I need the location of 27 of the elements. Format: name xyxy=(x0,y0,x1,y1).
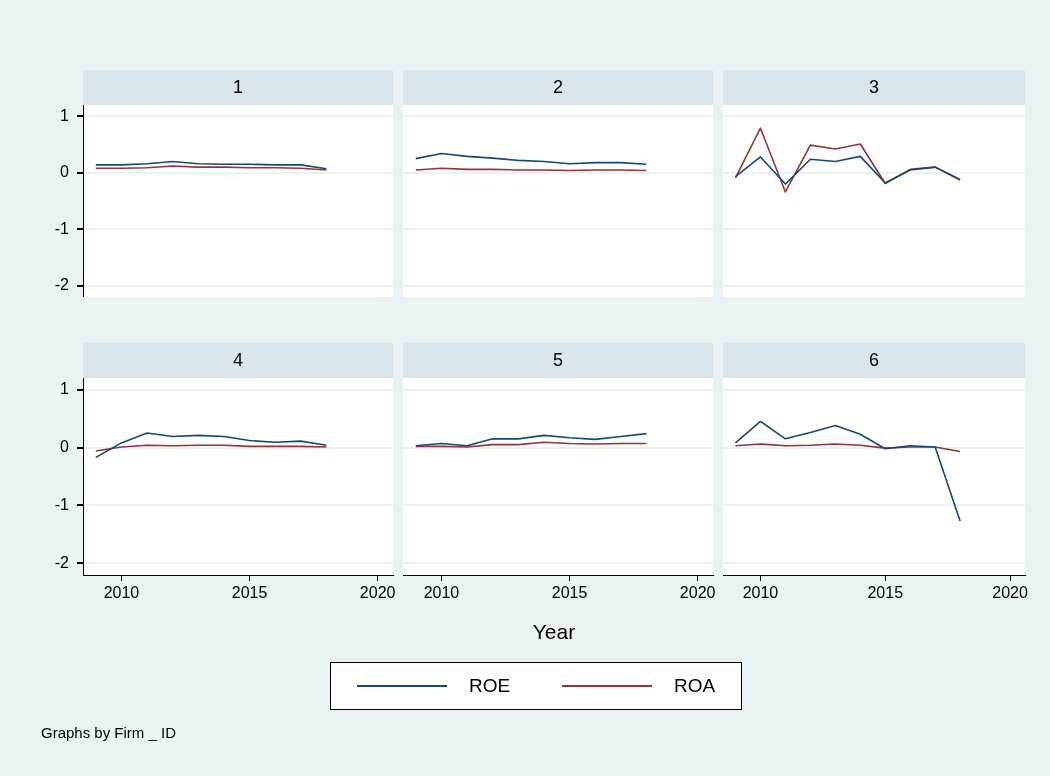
chart-title: 6 xyxy=(723,343,1025,378)
y-tick-label: -2 xyxy=(54,553,70,571)
y-tick-label: -1 xyxy=(54,495,70,513)
chart-title: 2 xyxy=(403,70,713,105)
x-tick-label: 2020 xyxy=(359,584,396,602)
x-tick-label: 2015 xyxy=(551,584,588,602)
y-tick-label: -1 xyxy=(54,219,70,237)
y-tick-label: 0 xyxy=(60,163,70,181)
x-tick-label: 2020 xyxy=(679,584,716,602)
y-tick-label: 1 xyxy=(60,379,70,397)
chart-title: 5 xyxy=(403,343,713,378)
legend-label: ROA xyxy=(673,675,716,697)
y-tick-label: 1 xyxy=(60,106,70,124)
y-tick-label: 0 xyxy=(60,437,70,455)
x-axis-title: Year xyxy=(531,620,577,644)
x-tick-label: 2010 xyxy=(742,584,779,602)
x-tick-label: 2010 xyxy=(423,584,460,602)
legend-label: ROE xyxy=(468,675,511,697)
x-tick-label: 2020 xyxy=(992,584,1028,602)
x-tick-label: 2010 xyxy=(103,584,140,602)
chart-title: 1 xyxy=(83,70,393,105)
y-tick-label: -2 xyxy=(54,276,70,294)
chart-title: 4 xyxy=(83,343,393,378)
text: Graphs by Firm _ ID xyxy=(41,724,177,741)
x-tick-label: 2015 xyxy=(867,584,904,602)
chart-title: 3 xyxy=(723,70,1025,105)
x-tick-label: 2015 xyxy=(231,584,268,602)
